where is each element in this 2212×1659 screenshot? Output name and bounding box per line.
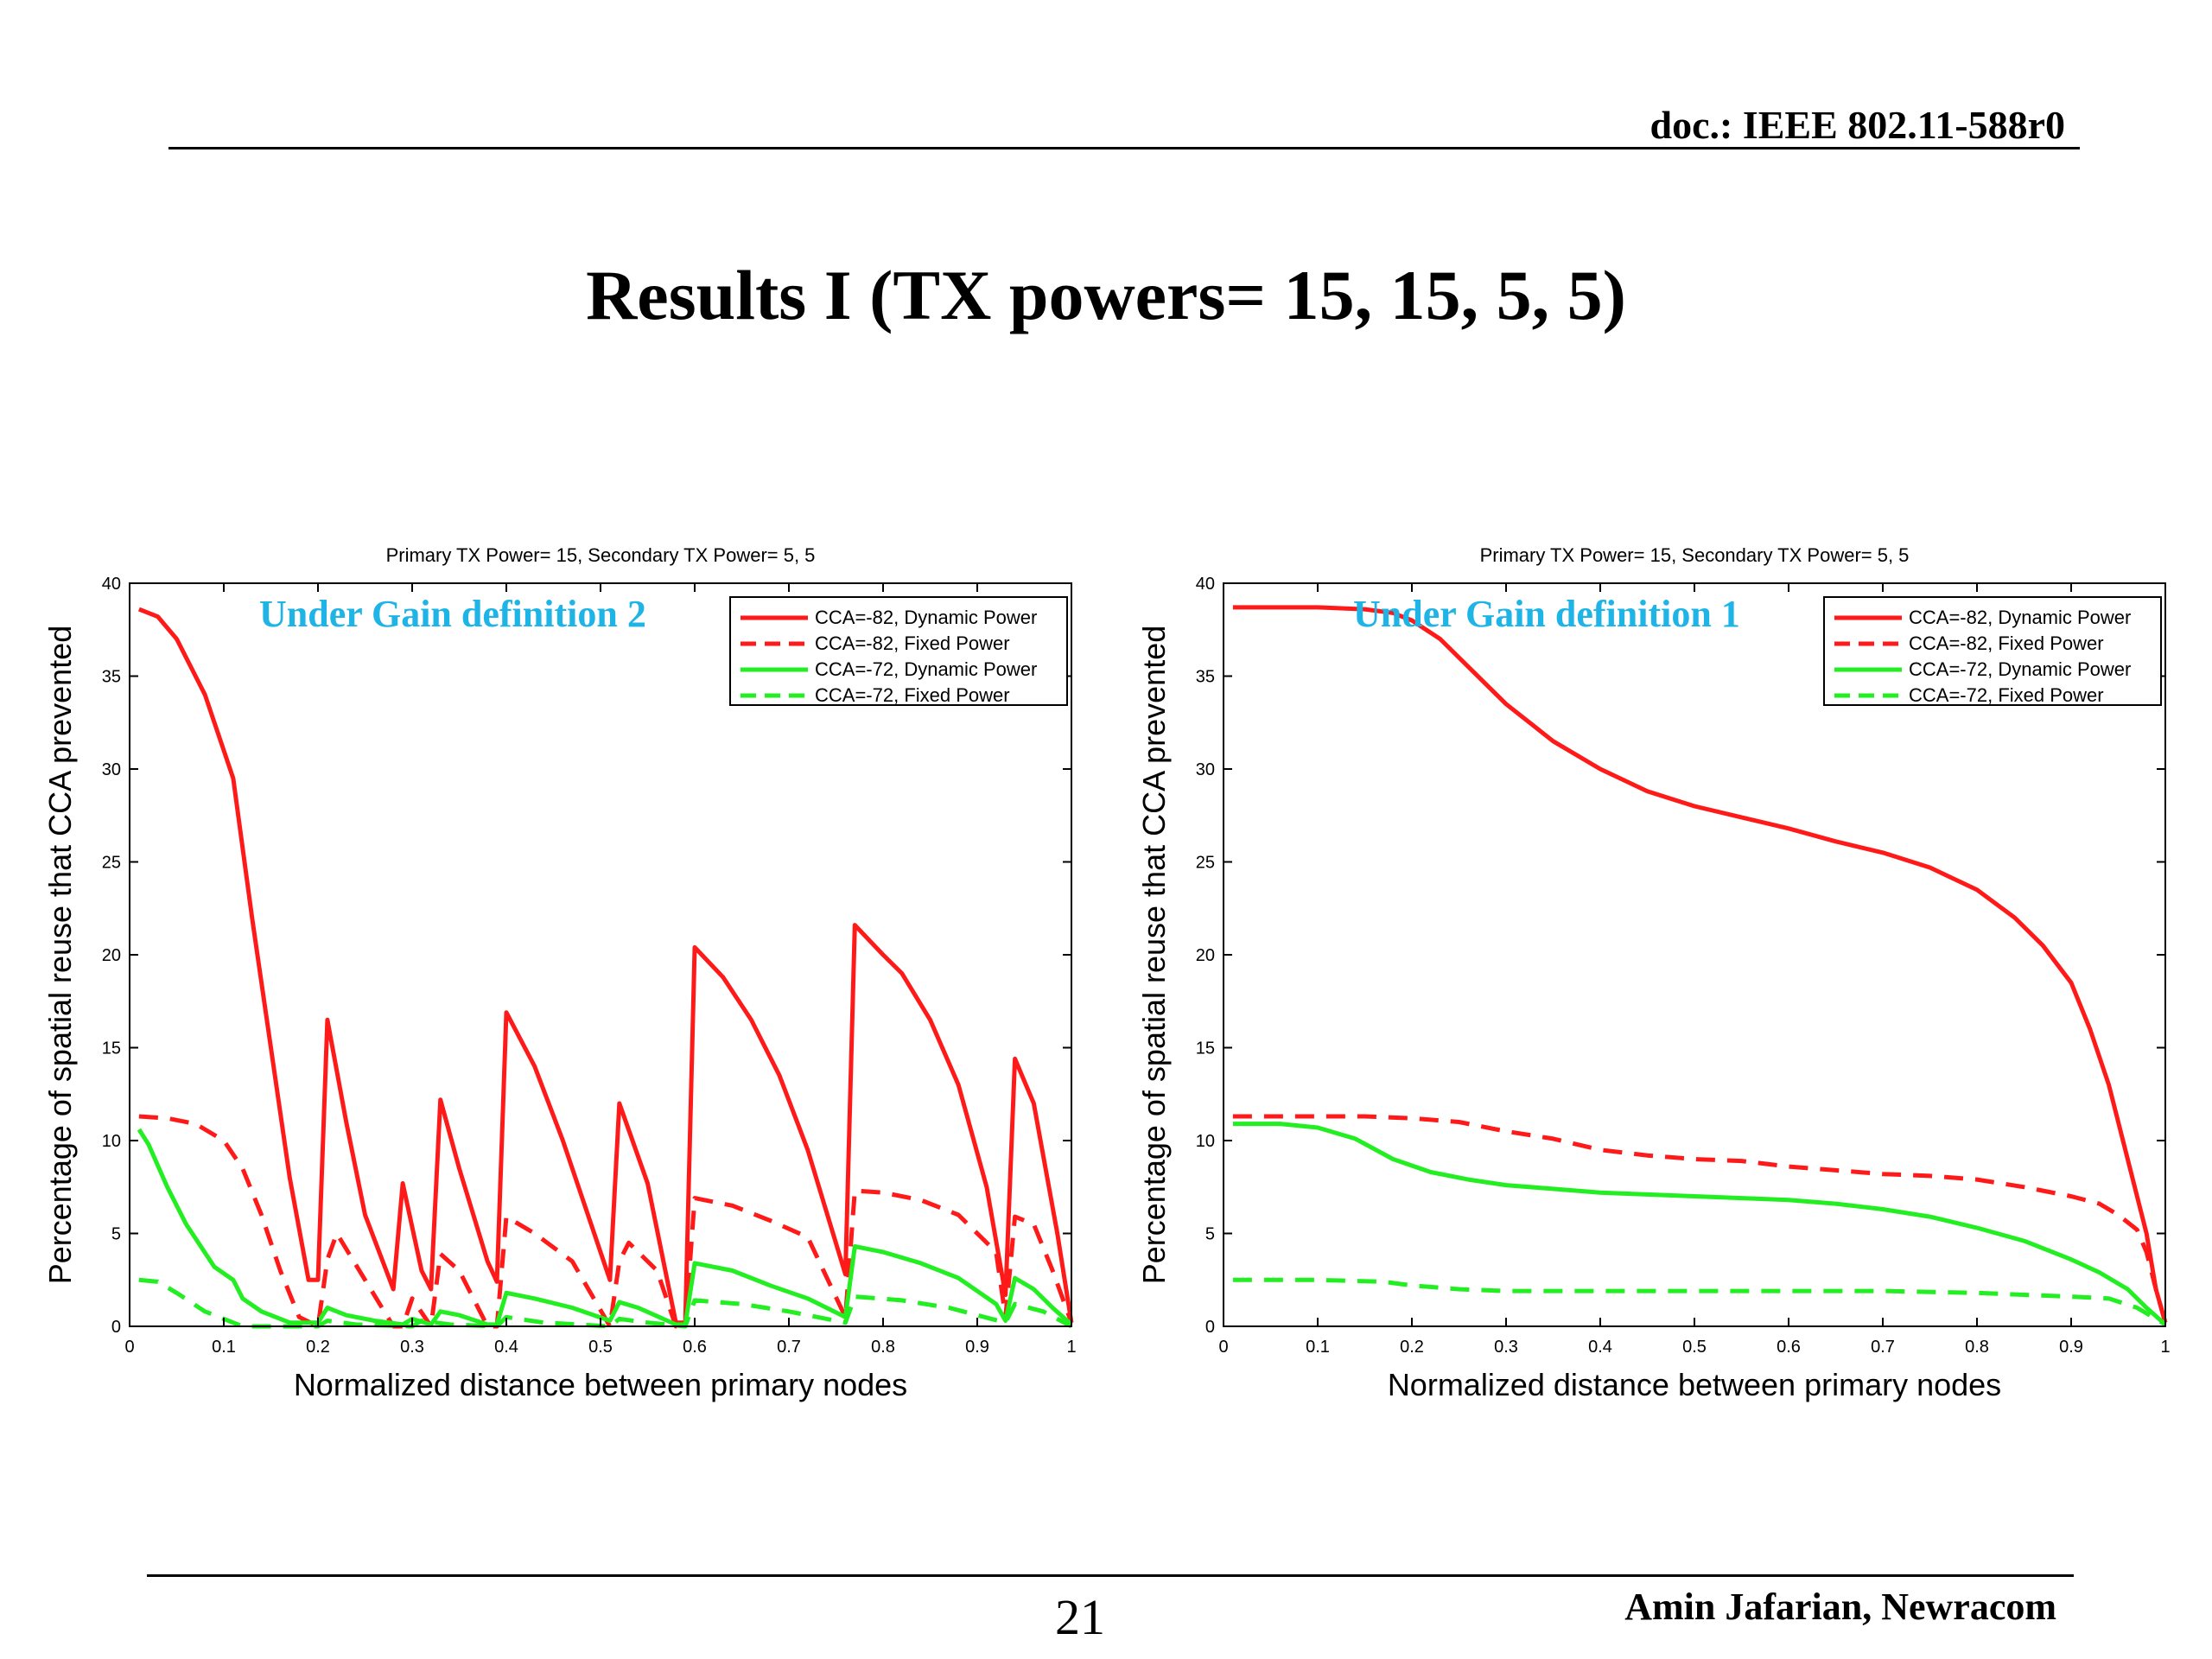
x-tick-label: 0.9	[2059, 1338, 2083, 1357]
x-tick-label: 0.3	[1494, 1338, 1518, 1357]
page-number: 21	[1055, 1589, 1105, 1645]
legend-entry: CCA=-82, Fixed Power	[1909, 632, 2104, 654]
x-tick-label: 0.8	[871, 1338, 895, 1357]
x-tick-label: 1	[1066, 1338, 1076, 1357]
series-line-1	[1232, 605, 2168, 1324]
series-line-4	[1232, 1277, 2167, 1327]
x-tick-label: 0.4	[494, 1338, 518, 1357]
chart-title: Primary TX Power= 15, Secondary TX Power…	[1480, 544, 1910, 566]
y-tick-label: 25	[102, 854, 121, 873]
y-tick-label: 30	[102, 760, 121, 779]
legend-entry: CCA=-72, Fixed Power	[1909, 684, 2104, 706]
legend-entry: CCA=-72, Dynamic Power	[815, 658, 1037, 680]
series-line-3	[137, 1128, 1073, 1327]
right-line-chart: 0 0.1 0.2 0.3 0.4 0.5 0.6 0.7 0.8 0.9 105101520253…	[1136, 544, 2171, 1402]
y-tick-label: 5	[111, 1225, 121, 1244]
y-tick-label: 20	[1196, 946, 1215, 965]
y-tick-label: 15	[1196, 1039, 1215, 1058]
series-line-4	[138, 1277, 1073, 1329]
footer-author: Amin Jafarian, Newracom	[1624, 1586, 2056, 1628]
slide-title: Results I (TX powers= 15, 15, 5, 5)	[586, 256, 1626, 334]
legend-box	[1823, 596, 2162, 706]
legend-entry: CCA=-72, Fixed Power	[815, 684, 1010, 706]
x-tick-label: 0	[1218, 1338, 1228, 1357]
y-tick-label: 10	[1196, 1132, 1215, 1151]
y-tick-label: 15	[102, 1039, 121, 1058]
x-tick-label: 0.5	[588, 1338, 613, 1357]
chart-annotation: Under Gain definition 2	[259, 593, 646, 635]
header-rule	[168, 147, 2080, 149]
y-tick-label: 0	[111, 1318, 121, 1337]
y-tick-label: 0	[1205, 1318, 1215, 1337]
x-tick-label: 0.9	[965, 1338, 989, 1357]
x-tick-label: 0.1	[212, 1338, 236, 1357]
document-id: doc.: IEEE 802.11-588r0	[1649, 103, 2065, 147]
y-tick-label: 30	[1196, 760, 1215, 779]
y-tick-label: 40	[1196, 575, 1215, 594]
x-tick-label: 0.2	[1400, 1338, 1424, 1357]
x-axis-label: Normalized distance between primary node…	[1388, 1367, 2001, 1402]
y-tick-label: 5	[1205, 1225, 1215, 1244]
y-tick-label: 35	[102, 668, 121, 687]
y-axis-label: Percentage of spatial reuse that CCA pre…	[42, 626, 78, 1284]
x-tick-label: 0.2	[306, 1338, 330, 1357]
y-axis-label: Percentage of spatial reuse that CCA pre…	[1136, 626, 1172, 1284]
x-tick-label: 0.5	[1682, 1338, 1707, 1357]
x-tick-label: 0.8	[1965, 1338, 1989, 1357]
series-line-3	[1232, 1122, 2167, 1326]
footer-rule	[147, 1574, 2074, 1577]
legend-entry: CCA=-72, Dynamic Power	[1909, 658, 2131, 680]
x-tick-label: 0.1	[1306, 1338, 1330, 1357]
x-tick-label: 1	[2160, 1338, 2170, 1357]
series-line-2	[138, 1114, 1074, 1329]
x-tick-label: 0.6	[1777, 1338, 1801, 1357]
x-tick-label: 0.4	[1588, 1338, 1612, 1357]
chart-annotation: Under Gain definition 1	[1353, 593, 1740, 635]
legend-entry: CCA=-82, Fixed Power	[815, 632, 1010, 654]
series-line-2	[1232, 1114, 2168, 1324]
series-line-1	[137, 607, 1074, 1325]
x-tick-label: 0.7	[1871, 1338, 1895, 1357]
y-tick-label: 25	[1196, 854, 1215, 873]
legend-box	[729, 596, 1068, 706]
x-axis-label: Normalized distance between primary node…	[294, 1367, 907, 1402]
x-tick-label: 0.7	[777, 1338, 801, 1357]
x-tick-label: 0.3	[400, 1338, 424, 1357]
legend-entry: CCA=-82, Dynamic Power	[1909, 607, 2131, 628]
y-tick-label: 40	[102, 575, 121, 594]
legend-entry: CCA=-82, Dynamic Power	[815, 607, 1037, 628]
x-tick-label: 0.6	[683, 1338, 707, 1357]
y-tick-label: 35	[1196, 668, 1215, 687]
left-line-chart: 0 0.1 0.2 0.3 0.4 0.5 0.6 0.7 0.8 0.9 105101520253…	[42, 544, 1077, 1402]
y-tick-label: 20	[102, 946, 121, 965]
y-tick-label: 10	[102, 1132, 121, 1151]
x-tick-label: 0	[124, 1338, 134, 1357]
chart-title: Primary TX Power= 15, Secondary TX Power…	[386, 544, 816, 566]
